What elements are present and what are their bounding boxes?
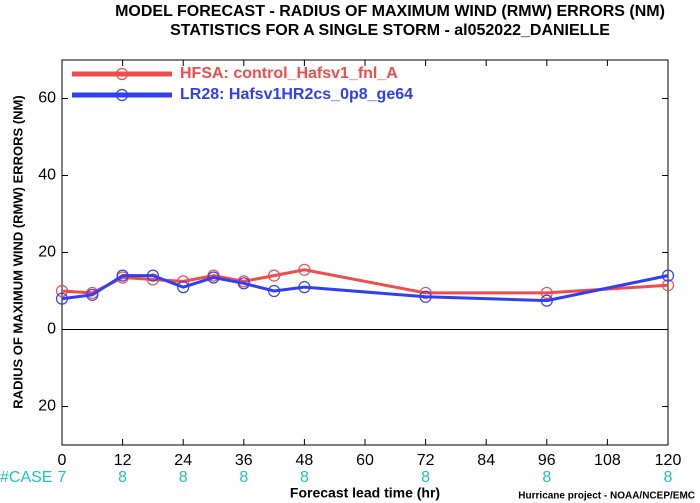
x-tick-label: 24 bbox=[174, 452, 192, 469]
x-tick-label: 60 bbox=[356, 452, 374, 469]
case-count: 8 bbox=[118, 469, 127, 486]
plot-frame bbox=[61, 59, 669, 446]
point bbox=[146, 269, 159, 282]
point bbox=[177, 281, 190, 294]
y-tick-label: 20 bbox=[38, 244, 56, 261]
point bbox=[661, 269, 675, 282]
point bbox=[268, 269, 281, 282]
y-tick-label: 40 bbox=[38, 167, 56, 184]
legend-marker bbox=[115, 88, 129, 102]
chart-subtitle: STATISTICS FOR A SINGLE STORM - al052022… bbox=[170, 22, 610, 39]
chart-title: MODEL FORECAST - RADIUS OF MAXIMUM WIND … bbox=[115, 3, 665, 20]
legend-label: LR28: Hafsv1HR2cs_0p8_ge64 bbox=[180, 86, 413, 103]
legend-label: HFSA: control_Hafsv1_fnl_A bbox=[180, 65, 398, 82]
case-count: 8 bbox=[300, 469, 309, 486]
case-count: 8 bbox=[421, 469, 430, 486]
case-count: 8 bbox=[179, 469, 188, 486]
case-count: 8 bbox=[664, 469, 673, 486]
point bbox=[540, 286, 553, 300]
point bbox=[419, 290, 432, 303]
x-tick-label: 84 bbox=[477, 452, 495, 469]
x-tick-label: 72 bbox=[417, 452, 435, 469]
point bbox=[86, 288, 99, 301]
point bbox=[419, 286, 432, 300]
point bbox=[116, 269, 129, 282]
case-label: #CASE bbox=[0, 469, 52, 486]
point bbox=[298, 281, 311, 294]
case-count: 7 bbox=[58, 469, 67, 486]
case-count: 8 bbox=[239, 469, 248, 486]
point bbox=[237, 277, 250, 290]
x-tick-label: 12 bbox=[114, 452, 132, 469]
footer: Hurricane project - NOAA/NCEP/EMC bbox=[518, 491, 695, 502]
point bbox=[540, 294, 553, 307]
x-tick-label: 108 bbox=[594, 452, 621, 469]
y-tick-label: 0 bbox=[47, 321, 56, 338]
x-tick-label: 48 bbox=[296, 452, 314, 469]
legend-marker bbox=[115, 67, 129, 81]
case-count: 8 bbox=[542, 469, 551, 486]
y-axis-label: RADIUS OF MAXIMUM WIND (RMW) ERRORS (NM) bbox=[10, 95, 25, 408]
y-tick-label: 60 bbox=[38, 90, 56, 107]
point bbox=[146, 273, 159, 286]
x-tick-label: 96 bbox=[538, 452, 556, 469]
y-tick-label: 20 bbox=[38, 398, 56, 415]
point bbox=[55, 284, 69, 298]
point bbox=[268, 284, 281, 298]
x-tick-label: 120 bbox=[655, 452, 682, 469]
point bbox=[55, 292, 69, 305]
x-tick-label: 36 bbox=[235, 452, 253, 469]
point bbox=[298, 263, 311, 276]
point bbox=[207, 271, 220, 284]
point bbox=[661, 279, 675, 292]
x-tick-label: 0 bbox=[58, 452, 67, 469]
x-axis-label: Forecast lead time (hr) bbox=[290, 485, 440, 501]
